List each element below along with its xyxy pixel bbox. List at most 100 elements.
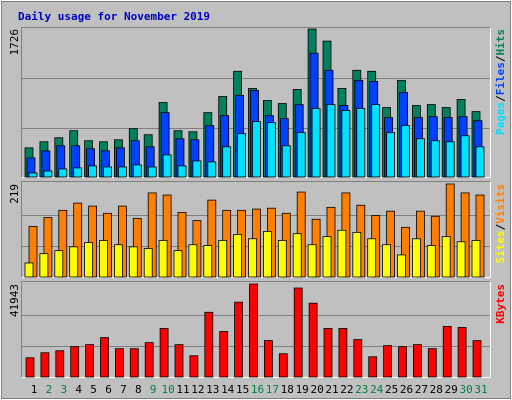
legend-entry: KBytes [494,284,507,324]
bar [114,244,123,278]
bar [411,238,421,278]
bar [326,104,336,178]
bar [383,345,393,378]
bar [249,283,258,378]
x-tick-label: 23 [355,383,368,396]
bar [234,301,244,378]
bar [456,241,466,278]
bar [25,357,35,378]
bar [427,348,437,378]
bar [84,242,93,278]
x-tick-label: 9 [150,383,157,396]
bar [472,340,482,378]
bar [415,138,425,178]
bar [397,254,406,278]
bar [219,331,229,378]
bar [174,344,184,378]
legend-entry: Files [494,62,507,95]
chart-title: Daily usage for November 2019 [18,10,210,23]
bar [103,166,112,178]
bar [430,140,440,178]
x-tick-label: 3 [60,383,67,396]
x-tick-label: 17 [266,383,279,396]
bar [43,170,53,178]
bar [293,287,303,378]
bar [412,344,422,378]
legend: Sites/Visits [494,184,507,264]
bar [371,104,381,178]
x-tick-label: 13 [206,383,219,396]
bar [100,337,109,378]
y-max-label: 219 [8,184,21,204]
bar [115,348,124,378]
bar [248,238,257,278]
bar [192,160,202,178]
bar [341,110,351,178]
bar [353,339,363,378]
bar [266,122,276,178]
bar [58,168,68,178]
bar [204,311,214,378]
bar [147,166,157,178]
bar [218,240,228,278]
bar [177,165,187,178]
bar [460,135,470,178]
x-tick-label: 16 [251,383,264,396]
bar [28,172,38,178]
x-tick-label: 10 [161,383,174,396]
bar [173,250,183,278]
bar [143,248,153,278]
bar [159,328,169,378]
bar [471,240,481,278]
bar [158,240,168,278]
legend-separator: / [494,223,507,230]
legend: KBytes [494,284,507,324]
bar [457,327,467,378]
bar [475,146,485,178]
bar [132,164,142,178]
bar [308,302,318,378]
bar [128,246,138,278]
bar [252,121,261,178]
bar [39,253,49,278]
bar [188,244,198,278]
legend-entry: Pages [494,102,507,135]
bar [292,233,302,278]
x-tick-label: 7 [120,383,127,396]
bar [207,161,217,178]
bar [55,350,65,378]
x-tick-label: 26 [400,383,413,396]
bar [73,167,83,178]
x-tick-label: 1 [31,383,38,396]
bar [441,236,451,278]
bar [162,154,172,178]
bar [237,133,247,178]
y-max-label: 41943 [8,284,21,317]
x-tick-label: 25 [385,383,398,396]
bar [352,232,362,278]
bar [69,246,79,278]
x-tick-label: 18 [281,383,294,396]
legend-entry: Hits [494,29,507,56]
bar [85,344,94,378]
bar [401,125,410,178]
bar [277,240,287,278]
bar [386,132,396,178]
bar [278,353,288,378]
bar [222,146,232,178]
bar [368,356,378,378]
bar [426,245,436,278]
legend: Pages/Files/Hits [494,29,507,135]
y-max-label: 1726 [8,29,21,56]
bar [445,141,455,178]
legend-separator: / [494,95,507,102]
bar [40,352,50,378]
bar [118,166,127,178]
x-tick-label: 29 [445,383,458,396]
bar [88,165,97,178]
legend-separator: / [494,55,507,62]
bar [144,342,154,378]
x-tick-label: 24 [370,383,384,396]
